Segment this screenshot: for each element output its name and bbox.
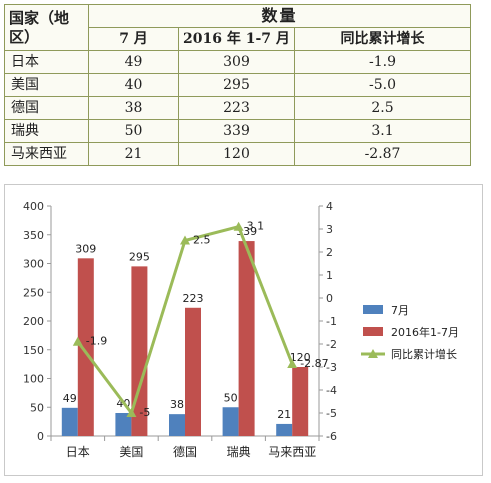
bar-july <box>61 407 78 436</box>
left-axis-tick-label: 100 <box>23 373 44 386</box>
left-axis-tick-label: 350 <box>23 229 44 242</box>
row-country: 美国 <box>4 73 89 97</box>
combo-chart: 40035030025020015010050043210-1-2-3-4-5-… <box>23 200 459 459</box>
export-table: 国家（地区） 数量 7 月 2016 年 1-7 月 同比累计增长 日本 49 … <box>4 4 472 166</box>
row-growth: -2.87 <box>293 142 472 166</box>
row-ytd: 339 <box>178 119 295 143</box>
legend-label: 同比累计增长 <box>391 347 457 361</box>
bar-ytd <box>238 241 255 436</box>
bar-july <box>222 407 239 436</box>
table-row: 马来西亚 21 120 -2.87 <box>4 142 472 166</box>
bar-ytd <box>131 266 148 436</box>
growth-point <box>72 336 83 346</box>
x-axis-tick-label: 美国 <box>119 445 143 459</box>
growth-data-label: 2.5 <box>193 234 211 247</box>
row-ytd: 309 <box>178 50 295 74</box>
x-axis-tick-label: 日本 <box>66 445 90 459</box>
x-axis-tick-label: 德国 <box>173 444 197 459</box>
row-growth: -5.0 <box>293 73 472 97</box>
bar-ytd <box>77 258 94 436</box>
row-month: 38 <box>88 96 179 120</box>
legend-swatch <box>363 305 383 314</box>
growth-point <box>180 235 190 245</box>
growth-data-label: -5 <box>139 406 150 419</box>
table-row: 德国 38 223 2.5 <box>4 96 472 120</box>
row-ytd: 295 <box>178 73 295 97</box>
chart-container: 400 350 300 250 200 150 100 50 0 4 3 2 1 0 -1 -2 -3 -4 -5-… <box>4 184 483 476</box>
right-axis-tick-label: -5 <box>326 407 337 420</box>
legend-marker <box>368 349 378 358</box>
row-growth: -1.9 <box>293 50 472 74</box>
bar-july <box>276 423 293 436</box>
row-month: 21 <box>88 142 179 166</box>
header-month: 7 月 <box>88 27 179 51</box>
legend-label: 2016年1-7月 <box>391 325 459 339</box>
bar-data-label: 49 <box>63 392 77 405</box>
row-month: 50 <box>88 119 179 143</box>
left-axis-tick-label: 0 <box>37 430 44 443</box>
right-axis-tick-label: -6 <box>326 430 337 443</box>
right-axis-tick-label: 3 <box>326 223 333 236</box>
growth-data-label: 3.1 <box>247 220 265 233</box>
bar-ytd <box>292 367 309 436</box>
bar-data-label: 295 <box>129 250 150 263</box>
legend-swatch <box>363 327 383 336</box>
right-axis-tick-label: 4 <box>326 200 333 213</box>
x-axis-tick-label: 马来西亚 <box>268 445 316 459</box>
table-row: 日本 49 309 -1.9 <box>4 50 472 74</box>
growth-point <box>287 359 298 369</box>
row-growth: 3.1 <box>293 119 472 143</box>
right-axis-tick-label: 0 <box>326 292 333 305</box>
bar-data-label: 309 <box>75 242 96 255</box>
header-country: 国家（地区） <box>4 4 89 51</box>
left-axis-tick-label: 300 <box>23 258 44 271</box>
row-country: 日本 <box>4 50 89 74</box>
bar-data-label: 38 <box>170 398 184 411</box>
row-growth: 2.5 <box>293 96 472 120</box>
left-axis-tick-label: 150 <box>23 344 44 357</box>
table-row: 瑞典 50 339 3.1 <box>4 119 472 143</box>
header-growth: 同比累计增长 <box>293 27 472 51</box>
bar-ytd <box>185 307 201 436</box>
left-axis-tick-label: 250 <box>23 286 44 299</box>
growth-data-label: -2.87 <box>300 357 328 370</box>
left-axis-tick-label: 50 <box>30 401 44 414</box>
row-country: 德国 <box>4 96 89 120</box>
header-ytd: 2016 年 1-7 月 <box>178 27 295 51</box>
growth-data-label: -1.9 <box>86 335 107 348</box>
bar-july <box>169 414 185 436</box>
growth-point <box>126 408 137 417</box>
right-axis-tick-label: 2 <box>326 246 333 259</box>
bar-data-label: 50 <box>224 391 238 404</box>
row-ytd: 120 <box>178 142 295 166</box>
row-country: 马来西亚 <box>4 142 89 166</box>
row-month: 49 <box>88 50 179 74</box>
right-axis-tick-label: -1 <box>326 315 337 328</box>
row-ytd: 223 <box>178 96 295 120</box>
table-row: 美国 40 295 -5.0 <box>4 73 472 97</box>
left-axis-tick-label: 400 <box>23 200 44 213</box>
bar-july <box>115 413 132 436</box>
growth-point <box>233 221 244 231</box>
bar-data-label: 223 <box>183 292 204 305</box>
header-quantity: 数量 <box>87 4 472 28</box>
row-month: 40 <box>88 73 179 97</box>
left-axis-tick-label: 200 <box>23 315 44 328</box>
bar-data-label: 120 <box>290 351 311 364</box>
bar-data-label: 21 <box>277 408 291 421</box>
right-axis-tick-label: -2 <box>326 338 337 351</box>
x-axis-tick-label: 瑞典 <box>227 445 251 459</box>
legend-label: 7月 <box>391 304 409 317</box>
right-axis-tick-label: -4 <box>326 384 337 397</box>
right-axis-tick-label: -3 <box>326 361 337 374</box>
row-country: 瑞典 <box>4 119 89 143</box>
right-axis-tick-label: 1 <box>326 269 333 282</box>
